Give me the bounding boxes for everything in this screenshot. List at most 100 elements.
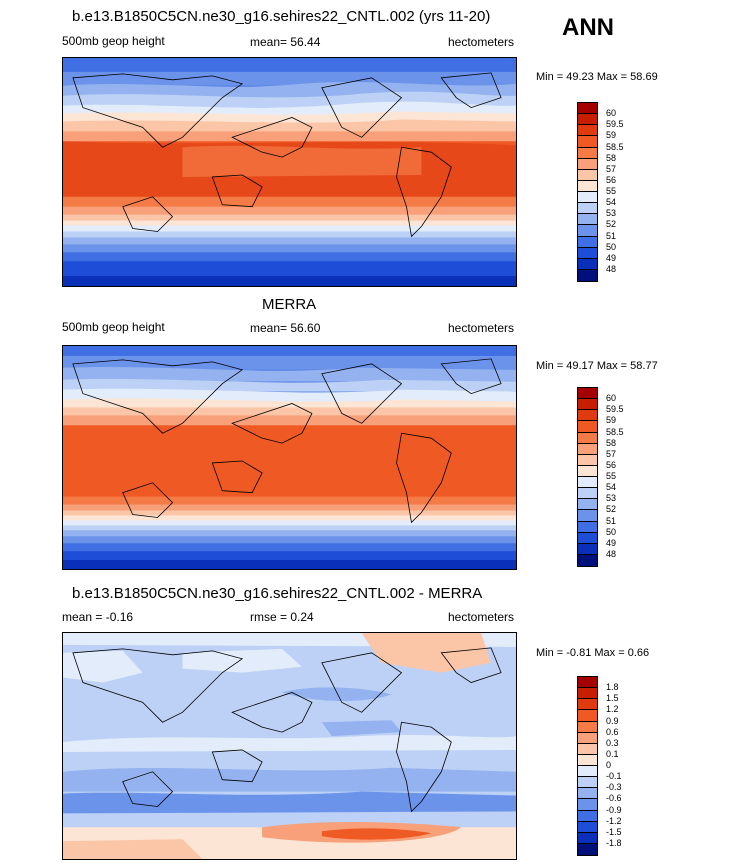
colorbar-tick-label: 59 (606, 130, 617, 141)
panel-model-title: b.e13.B1850C5CN.ne30_g16.sehires22_CNTL.… (72, 8, 491, 25)
colorbar-swatch (578, 432, 597, 444)
colorbar-tick-label: 0.9 (606, 715, 619, 726)
panel-diff-minmax: Min = -0.81 Max = 0.66 (536, 647, 650, 659)
colorbar-tick-label: 0.1 (606, 748, 619, 759)
colorbar-tick-label: -0.1 (606, 771, 622, 782)
panel-model-map (62, 57, 517, 287)
colorbar-swatch (578, 388, 597, 400)
colorbar-tick-label: 53 (606, 208, 617, 219)
colorbar-swatch (578, 688, 597, 700)
colorbar-tick-label: 52 (606, 504, 617, 515)
colorbar-tick-label: -1.8 (606, 837, 622, 848)
colorbar-tick-label: 60 (606, 393, 617, 404)
colorbar-tick-label: 56 (606, 174, 617, 185)
panel-obs-map (62, 345, 517, 570)
panel-diff-coastlines (72, 647, 502, 813)
colorbar-tick-label: 59.5 (606, 119, 624, 130)
colorbar-swatch (578, 488, 597, 500)
colorbar-swatch (578, 521, 597, 533)
colorbar-tick-label: 60 (606, 108, 617, 119)
colorbar-tick-label: 57 (606, 448, 617, 459)
colorbar-swatch (578, 443, 597, 455)
colorbar-swatch (578, 214, 597, 226)
colorbar-swatch (578, 777, 597, 789)
panel-obs-units: hectometers (448, 321, 515, 335)
panel-obs-minmax: Min = 49.17 Max = 58.77 (536, 360, 658, 372)
colorbar-tick-label: -0.6 (606, 793, 622, 804)
colorbar-swatch (578, 499, 597, 511)
colorbar-tick-label: 51 (606, 230, 617, 241)
colorbar-tick-label: 54 (606, 197, 617, 208)
colorbar-tick-label: 59 (606, 415, 617, 426)
colorbar-tick-label: 0 (606, 760, 612, 770)
colorbar-tick-label: 0.3 (606, 737, 619, 748)
colorbar-swatch (578, 421, 597, 433)
colorbar-swatch (578, 743, 597, 755)
panel-diff-rmse: rmse = 0.24 (250, 610, 314, 624)
colorbar-swatch (578, 554, 597, 566)
panel-obs-variable: 500mb geop height (62, 320, 165, 334)
panel-obs-coastlines (72, 358, 502, 524)
colorbar-swatch (578, 677, 597, 689)
colorbar-tick-label: -0.9 (606, 804, 622, 815)
colorbar-swatch (578, 510, 597, 522)
colorbar-swatch (578, 114, 597, 126)
colorbar-tick-label: 51 (606, 515, 617, 526)
colorbar-tick-label: 58.5 (606, 141, 624, 152)
colorbar-tick-label: 49 (606, 537, 617, 548)
colorbar-tick-label: 1.2 (606, 704, 619, 715)
colorbar-swatch (578, 169, 597, 181)
colorbar-tick-label: 1.5 (606, 693, 619, 704)
panel-diff-title: b.e13.B1850C5CN.ne30_g16.sehires22_CNTL.… (72, 585, 483, 602)
colorbar-swatch (578, 136, 597, 148)
colorbar-tick-label: 50 (606, 241, 617, 252)
colorbar-swatch (578, 125, 597, 137)
panel-obs-field (63, 346, 516, 569)
colorbar-tick-label: 49 (606, 252, 617, 263)
panel-diff-map (62, 632, 517, 860)
colorbar-tick-label: 48 (606, 548, 617, 559)
colorbar-swatch (578, 732, 597, 744)
panel-model-mean: mean= 56.44 (250, 35, 321, 49)
colorbar-swatch (578, 754, 597, 766)
colorbar-tick-label: -1.2 (606, 815, 622, 826)
colorbar-tick-label: 0.6 (606, 726, 619, 737)
colorbar-tick-label: -0.3 (606, 782, 622, 793)
season-label: ANN (562, 14, 614, 41)
colorbar-swatch (578, 477, 597, 489)
colorbar-tick-label: 54 (606, 482, 617, 493)
colorbar-tick-label: 58 (606, 152, 617, 163)
colorbar-swatch (578, 399, 597, 411)
colorbar-swatch (578, 247, 597, 259)
panel-obs-mean: mean= 56.60 (250, 321, 321, 335)
colorbar-swatch (578, 843, 597, 855)
colorbar-swatch (578, 810, 597, 822)
colorbar-tick-label: 55 (606, 471, 617, 481)
colorbar-swatch (578, 721, 597, 733)
colorbar-swatch (578, 180, 597, 192)
colorbar-swatch (578, 158, 597, 170)
colorbar-swatch (578, 543, 597, 555)
colorbar-tick-label: 55 (606, 186, 617, 196)
colorbar-tick-label: 53 (606, 493, 617, 504)
colorbar-swatch (578, 454, 597, 466)
colorbar-swatch (578, 788, 597, 800)
colorbar-swatch (578, 832, 597, 844)
panel-model-colorbar (577, 102, 598, 282)
colorbar-tick-label: 57 (606, 163, 617, 174)
panel-model-minmax: Min = 49.23 Max = 58.69 (536, 71, 658, 83)
colorbar-swatch (578, 258, 597, 270)
panel-diff-mean: mean = -0.16 (62, 610, 134, 624)
panel-model-coastlines (72, 72, 502, 238)
colorbar-swatch (578, 147, 597, 159)
colorbar-tick-label: 56 (606, 459, 617, 470)
colorbar-tick-label: 1.8 (606, 682, 619, 693)
colorbar-tick-label: 48 (606, 263, 617, 274)
panel-diff-units: hectometers (448, 610, 515, 624)
panel-model-variable: 500mb geop height (62, 34, 165, 48)
colorbar-tick-label: 58 (606, 437, 617, 448)
colorbar-tick-label: 59.5 (606, 404, 624, 415)
colorbar-swatch (578, 103, 597, 115)
colorbar-swatch (578, 203, 597, 215)
colorbar-swatch (578, 699, 597, 711)
